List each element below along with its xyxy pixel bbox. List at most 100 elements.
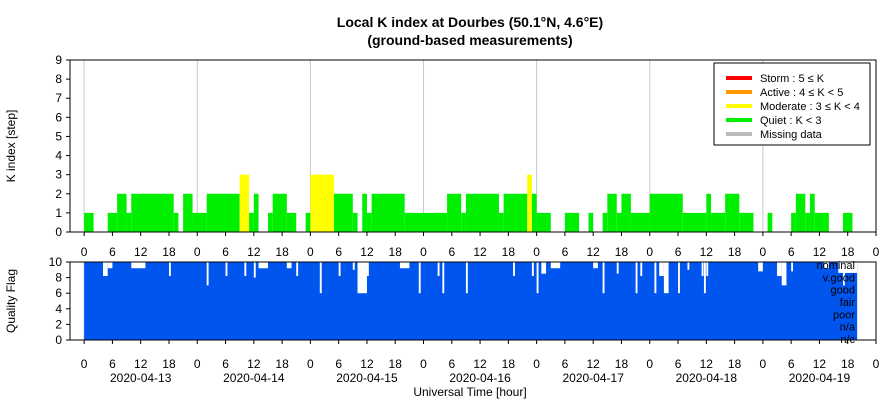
quality-flag-dip <box>706 262 709 277</box>
k-index-bar <box>536 212 551 232</box>
top-x-tick-label: 18 <box>275 245 289 259</box>
k-index-bar <box>131 193 174 232</box>
quality-flag-dip <box>366 262 369 277</box>
top-y-tick-label: 6 <box>55 110 62 124</box>
bottom-x-ticks: 0 6 12 18 0 6 12 18 0 6 12 18 0 6 12 18 0 6 12 18 0 6 12 18 0 6 12… <box>81 340 880 371</box>
quality-flag-dip <box>635 262 638 294</box>
bottom-x-tick-label: 6 <box>448 357 455 371</box>
quality-flag-dip <box>824 262 829 269</box>
top-x-tick-label: 12 <box>134 245 148 259</box>
k-index-bar <box>805 212 811 232</box>
bottom-x-tick-label: 6 <box>788 357 795 371</box>
top-x-tick-label: 6 <box>222 245 229 259</box>
bottom-x-tick-label: 12 <box>813 357 827 371</box>
bottom-x-tick-label: 12 <box>247 357 261 371</box>
bottom-x-tick-label: 6 <box>335 357 342 371</box>
k-index-bar <box>616 212 622 232</box>
quality-level-label: good <box>831 285 855 297</box>
quality-flag-dip <box>758 262 763 272</box>
bottom-y-ticks: 0 24 68 10 <box>49 255 70 347</box>
k-index-bar <box>564 212 580 232</box>
top-x-tick-label: 0 <box>81 245 88 259</box>
bottom-x-tick-label: 18 <box>841 357 855 371</box>
k-index-bar <box>253 193 259 232</box>
bottom-x-tick-label: 6 <box>675 357 682 371</box>
bottom-x-tick-label: 0 <box>307 357 314 371</box>
bottom-x-tick-label: 18 <box>502 357 516 371</box>
bottom-x-tick-label: 6 <box>109 357 116 371</box>
k-index-bar <box>366 212 372 232</box>
k-index-bar <box>767 212 773 232</box>
top-y-ticks: 0 1 2 3 4 5 6 7 8 9 <box>55 53 70 239</box>
bottom-x-tick-label: 0 <box>420 357 427 371</box>
quality-flag-dip <box>777 262 782 277</box>
top-x-tick-label: 0 <box>646 245 653 259</box>
top-y-tick-label: 8 <box>55 72 62 86</box>
quality-flag-dip <box>399 262 410 269</box>
date-label: 2020-04-13 <box>110 371 172 385</box>
quality-flag-dip <box>663 262 669 294</box>
k-index-bar <box>461 212 466 232</box>
bottom-x-tick-label: 12 <box>587 357 601 371</box>
quality-flag-dip <box>616 262 619 274</box>
k-index-bar <box>310 174 334 232</box>
top-x-tick-label: 18 <box>728 245 742 259</box>
quality-flag-dip <box>102 262 108 277</box>
bottom-x-tick-label: 0 <box>646 357 653 371</box>
k-index-bar <box>192 212 207 232</box>
k-index-bar <box>249 212 254 232</box>
quality-flag-dip <box>791 262 794 272</box>
date-label: 2020-04-18 <box>676 371 738 385</box>
k-index-bar <box>814 212 829 232</box>
k-index-bar <box>286 212 297 232</box>
quality-level-label: nominal <box>816 260 855 272</box>
top-x-tick-label: 12 <box>587 245 601 259</box>
k-index-bar <box>725 193 740 232</box>
top-y-tick-label: 9 <box>55 53 62 67</box>
quality-flag-dip <box>703 262 706 294</box>
k-index-bar <box>843 212 853 232</box>
k-index-bar <box>126 212 132 232</box>
date-labels: 2020-04-13 2020-04-14 2020-04-15 2020-04-16… <box>110 371 850 385</box>
quality-level-label: fair <box>840 297 856 309</box>
quality-flag-dip <box>602 262 605 294</box>
k-index-bar <box>333 193 353 232</box>
top-x-tick-label: 12 <box>473 245 487 259</box>
quality-level-label: n/a <box>840 322 856 334</box>
k-index-bar <box>272 193 287 232</box>
k-index-bar <box>795 193 806 232</box>
k-index-bar <box>739 212 754 232</box>
quality-flag-dip <box>640 262 643 277</box>
quality-flag-dip <box>678 262 680 294</box>
quality-flag-dip <box>687 262 690 270</box>
k-index-bar <box>352 212 358 232</box>
k-index-bar <box>531 193 537 232</box>
chart-title: Local K index at Dourbes (50.1°N, 4.6°E) <box>337 14 603 30</box>
bottom-x-tick-label: 18 <box>275 357 289 371</box>
quality-flag-dip <box>319 262 322 294</box>
k-index-bar <box>447 193 462 232</box>
quality-flag-dip <box>442 262 445 294</box>
k-index-bar <box>84 212 94 232</box>
bottom-x-tick-label: 18 <box>615 357 629 371</box>
chart-subtitle: (ground-based measurements) <box>367 32 572 48</box>
k-index-bar <box>588 212 594 232</box>
k-index-bar <box>107 212 118 232</box>
quality-flag-dip <box>659 262 664 277</box>
top-x-tick-label: 18 <box>502 245 516 259</box>
top-y-tick-label: 2 <box>55 187 62 201</box>
k-index-bar <box>239 174 250 232</box>
top-x-tick-label: 18 <box>841 245 855 259</box>
quality-flag-fill <box>84 262 858 340</box>
quality-flag-dip <box>593 262 598 269</box>
bottom-x-tick-label: 12 <box>473 357 487 371</box>
quality-flag-dip <box>654 262 657 294</box>
date-label: 2020-04-17 <box>562 371 624 385</box>
bottom-x-tick-label: 0 <box>194 357 201 371</box>
bottom-y-axis-label: Quality Flag <box>4 269 18 333</box>
date-label: 2020-04-16 <box>449 371 511 385</box>
k-index-bar <box>810 193 815 232</box>
k-index-bar <box>711 212 726 232</box>
